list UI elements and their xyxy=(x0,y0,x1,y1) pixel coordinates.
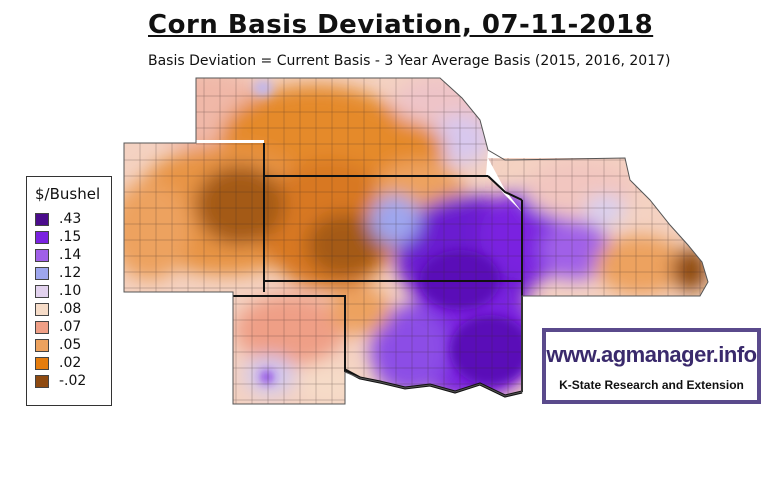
legend-swatch xyxy=(35,213,49,226)
legend-item: .02 xyxy=(35,355,107,372)
legend-item: .43 xyxy=(35,211,107,228)
legend-item: .12 xyxy=(35,265,107,282)
legend-swatch xyxy=(35,267,49,280)
agmanager-brand-box[interactable]: www.agmanager.info K-State Research and … xyxy=(542,328,761,404)
county-grid xyxy=(124,78,708,404)
legend-swatch xyxy=(35,321,49,334)
legend-swatch xyxy=(35,231,49,244)
legend-item: .07 xyxy=(35,319,107,336)
legend: $/Bushel .43 .15 .14 .12 .10 .08 .07 .05… xyxy=(26,176,112,406)
legend-swatch xyxy=(35,303,49,316)
legend-label: .02 xyxy=(59,355,82,371)
legend-swatch xyxy=(35,285,49,298)
legend-swatch xyxy=(35,357,49,370)
legend-label: .10 xyxy=(59,283,82,299)
legend-item: -.02 xyxy=(35,373,107,390)
legend-item: .08 xyxy=(35,301,107,318)
legend-item: .05 xyxy=(35,337,107,354)
legend-swatch xyxy=(35,339,49,352)
legend-label: .08 xyxy=(59,301,82,317)
legend-item: .15 xyxy=(35,229,107,246)
map-title: Corn Basis Deviation, 07-11-2018 xyxy=(148,10,654,40)
legend-label: .12 xyxy=(59,265,82,281)
region-outline xyxy=(123,77,709,405)
brand-url[interactable]: www.agmanager.info xyxy=(546,342,757,367)
legend-label: .05 xyxy=(59,337,82,353)
legend-swatch xyxy=(35,249,49,262)
legend-label: .07 xyxy=(59,319,82,335)
legend-label: -.02 xyxy=(59,373,87,389)
legend-label: .14 xyxy=(59,247,82,263)
legend-swatch xyxy=(35,375,49,388)
legend-item: .10 xyxy=(35,283,107,300)
map-subtitle: Basis Deviation = Current Basis - 3 Year… xyxy=(148,53,671,69)
legend-label: .15 xyxy=(59,229,82,245)
legend-title: $/Bushel xyxy=(35,185,101,203)
legend-item: .14 xyxy=(35,247,107,264)
legend-label: .43 xyxy=(59,211,82,227)
brand-tagline: K-State Research and Extension xyxy=(559,378,744,392)
